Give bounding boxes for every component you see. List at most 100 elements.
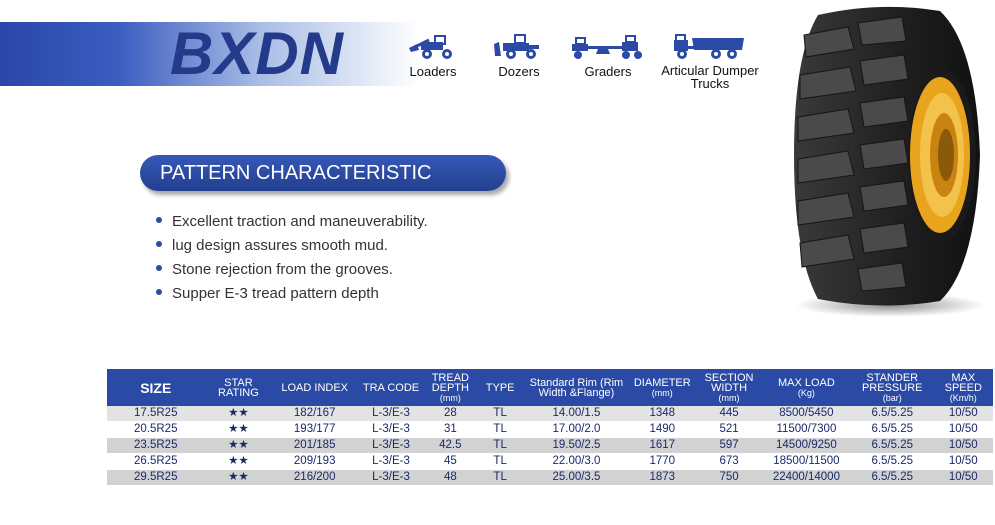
cell-maxload: 18500/11500: [761, 453, 851, 470]
col-rim: Standard Rim (Rim Width &Flange): [524, 369, 629, 406]
cell-size: 29.5R25: [107, 469, 205, 486]
cell-section: 673: [696, 453, 762, 470]
feature-list: Excellent traction and maneuverability. …: [156, 210, 428, 306]
cell-tread: 28: [424, 406, 476, 422]
cell-pressure: 6.5/5.25: [850, 469, 934, 486]
cell-tread: 45: [424, 453, 476, 470]
cell-load: 182/167: [272, 406, 358, 422]
cell-tread: 31: [424, 421, 476, 438]
list-item: lug design assures smooth mud.: [156, 234, 428, 258]
table-row: 26.5R25 ★★ 209/193 L-3/E-3 45 TL 22.00/3…: [107, 453, 993, 470]
cell-tra: L-3/E-3: [357, 421, 425, 438]
cell-type: TL: [475, 421, 525, 438]
dumper-truck-icon: [674, 34, 744, 59]
cell-tra: L-3/E-3: [357, 453, 425, 470]
cell-load: 209/193: [272, 453, 358, 470]
cell-section: 521: [696, 421, 762, 438]
bullet-icon: [156, 241, 162, 248]
col-tread-unit: (mm): [439, 392, 461, 403]
cell-tread: 48: [424, 469, 476, 486]
col-pressure: STANDER PRESSURE (bar): [850, 369, 934, 406]
cell-pressure: 6.5/5.25: [850, 406, 934, 422]
cell-tra: L-3/E-3: [357, 406, 425, 422]
table-row: 29.5R25 ★★ 216/200 L-3/E-3 48 TL 25.00/3…: [107, 469, 993, 486]
cell-speed: 10/50: [933, 406, 993, 422]
equipment-graders: Graders: [565, 34, 651, 79]
cell-pressure: 6.5/5.25: [850, 437, 934, 454]
col-diameter: DIAMETER (mm): [628, 369, 697, 406]
cell-tra: L-3/E-3: [357, 437, 425, 454]
bullet-icon: [156, 217, 162, 224]
cell-section: 597: [696, 437, 762, 454]
equipment-label: Graders: [584, 64, 632, 79]
cell-speed: 10/50: [933, 453, 993, 470]
equipment-loaders: Loaders: [400, 34, 466, 79]
cell-star: ★★: [204, 437, 273, 454]
cell-diameter: 1490: [628, 421, 697, 438]
cell-speed: 10/50: [933, 437, 993, 454]
cell-type: TL: [475, 469, 525, 486]
table-row: 20.5R25 ★★ 193/177 L-3/E-3 31 TL 17.00/2…: [107, 421, 993, 438]
list-item: Excellent traction and maneuverability.: [156, 210, 428, 234]
list-item: Supper E-3 tread pattern depth: [156, 282, 428, 306]
bullet-icon: [156, 265, 162, 272]
col-star: STAR RATING: [204, 369, 273, 406]
cell-maxload: 11500/7300: [761, 421, 851, 438]
table-row: 23.5R25 ★★ 201/185 L-3/E-3 42.5 TL 19.50…: [107, 437, 993, 454]
cell-load: 193/177: [272, 421, 358, 438]
cell-load: 216/200: [272, 469, 358, 486]
col-section-unit: (mm): [718, 392, 740, 403]
cell-maxload: 8500/5450: [761, 406, 851, 422]
cell-diameter: 1770: [628, 453, 697, 470]
tire-image: [794, 6, 985, 317]
bullet-icon: [156, 289, 162, 296]
col-section: SECTION WIDTH (mm): [696, 369, 762, 406]
equipment-label: Dozers: [498, 64, 540, 79]
cell-speed: 10/50: [933, 421, 993, 438]
col-diameter-unit: (mm): [651, 387, 673, 398]
dozer-icon: [494, 34, 539, 59]
cell-star: ★★: [204, 406, 273, 422]
equipment-dozers: Dozers: [488, 34, 550, 79]
col-maxload-unit: (Kg): [797, 387, 815, 398]
equipment-dumper-trucks: Articular Dumper Trucks: [655, 34, 765, 90]
loader-icon: [409, 35, 452, 59]
col-pressure-unit: (bar): [882, 392, 902, 403]
cell-rim: 19.50/2.5: [524, 437, 629, 454]
brand-banner: [0, 22, 420, 86]
cell-rim: 25.00/3.5: [524, 469, 629, 486]
table-header-row: SIZE STAR RATING LOAD INDEX TRA CODE TRE…: [107, 369, 993, 406]
col-type: TYPE: [475, 369, 525, 406]
pattern-characteristic-heading: PATTERN CHARACTERISTIC: [140, 155, 506, 191]
col-speed: MAX SPEED (Km/h): [933, 369, 993, 406]
cell-load: 201/185: [272, 437, 358, 454]
cell-pressure: 6.5/5.25: [850, 421, 934, 438]
table-row: 17.5R25 ★★ 182/167 L-3/E-3 28 TL 14.00/1…: [107, 406, 993, 422]
cell-rim: 14.00/1.5: [524, 406, 629, 422]
cell-pressure: 6.5/5.25: [850, 453, 934, 470]
cell-size: 17.5R25: [107, 406, 205, 422]
equipment-label: Articular Dumper Trucks: [661, 63, 759, 91]
col-pressure-label: STANDER PRESSURE: [861, 371, 923, 394]
feature-text: lug design assures smooth mud.: [172, 237, 388, 254]
col-maxload: MAX LOAD (Kg): [761, 369, 851, 406]
col-maxload-label: MAX LOAD: [777, 376, 835, 389]
cell-star: ★★: [204, 453, 273, 470]
list-item: Stone rejection from the grooves.: [156, 258, 428, 282]
cell-size: 20.5R25: [107, 421, 205, 438]
col-diameter-label: DIAMETER: [633, 376, 691, 389]
col-load: LOAD INDEX: [272, 369, 358, 406]
cell-size: 26.5R25: [107, 453, 205, 470]
col-size: SIZE: [107, 369, 205, 406]
cell-tra: L-3/E-3: [357, 469, 425, 486]
cell-section: 445: [696, 406, 762, 422]
cell-diameter: 1617: [628, 437, 697, 454]
col-speed-label: MAX SPEED: [944, 371, 982, 394]
col-speed-unit: (Km/h): [949, 392, 977, 403]
cell-rim: 17.00/2.0: [524, 421, 629, 438]
cell-maxload: 22400/14000: [761, 469, 851, 486]
cell-tread: 42.5: [424, 437, 476, 454]
cell-diameter: 1873: [628, 469, 697, 486]
grader-icon: [572, 35, 642, 59]
cell-star: ★★: [204, 421, 273, 438]
